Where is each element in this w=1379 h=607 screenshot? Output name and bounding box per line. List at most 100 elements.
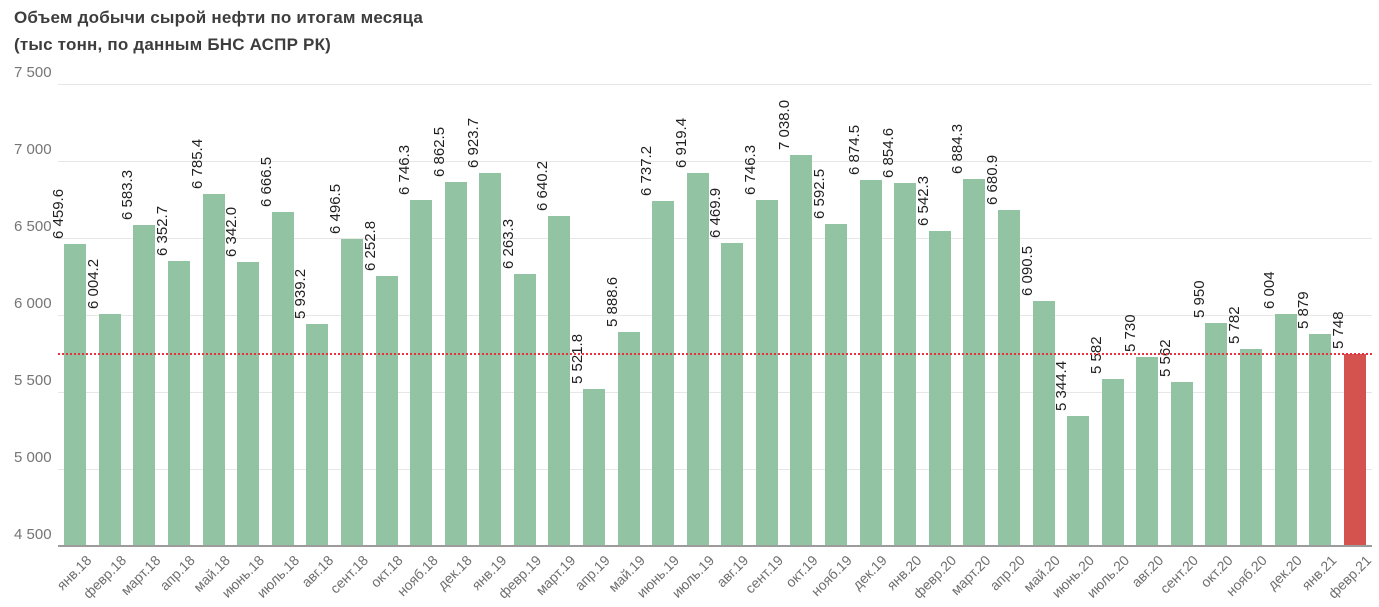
bar-value-label: 5 782 — [1225, 306, 1243, 344]
bar-value-label: 6 785.4 — [188, 139, 206, 190]
x-axis-tick-label: сент.19 — [741, 552, 787, 597]
bar-value-label: 5 730 — [1122, 314, 1140, 352]
bar — [340, 238, 363, 546]
bar-value-label: 6 862.5 — [430, 127, 448, 178]
bar — [306, 324, 329, 546]
bar-value-label: 6 496.5 — [326, 183, 344, 234]
bar — [928, 231, 951, 546]
bar-value-label: 5 888.6 — [603, 277, 621, 328]
bar-value-label: 6 746.3 — [741, 145, 759, 196]
gridline — [58, 469, 1372, 470]
bar-value-label: 6 874.5 — [845, 125, 863, 176]
bar-value-label: 6 737.2 — [638, 146, 656, 197]
bar — [64, 244, 87, 546]
bar — [1343, 353, 1366, 546]
bar — [133, 225, 156, 546]
bar — [755, 200, 778, 546]
bar — [271, 212, 294, 546]
bar — [444, 182, 467, 546]
bar-value-label: 6 923.7 — [465, 117, 483, 168]
bar-value-label: 6 542.3 — [914, 176, 932, 227]
gridline — [58, 161, 1372, 162]
x-axis-line — [58, 545, 1372, 547]
bar-value-label: 6 680.9 — [983, 155, 1001, 206]
bar-value-label: 6 252.8 — [361, 221, 379, 272]
bar-value-label: 5 582 — [1087, 336, 1105, 375]
bar-value-label: 5 950 — [1191, 280, 1209, 318]
bar — [721, 242, 744, 546]
bar — [1205, 322, 1228, 546]
bar-value-label: 5 879 — [1295, 291, 1313, 329]
gridline — [58, 238, 1372, 239]
x-axis-tick-label: апр.20 — [986, 552, 1029, 594]
bar — [237, 262, 260, 546]
reference-line — [58, 352, 1372, 355]
bar-value-label: 6 263.3 — [499, 219, 517, 270]
bar — [202, 194, 225, 546]
bar — [963, 178, 986, 546]
x-axis-tick-label: дек.20 — [1264, 552, 1305, 593]
y-axis-tick-label: 5 500 — [14, 372, 52, 389]
bar — [375, 276, 398, 546]
bar — [617, 332, 640, 546]
bar — [859, 180, 882, 546]
chart-subtitle: (тыс тонн, по данным БНС АСПР РК) — [14, 35, 332, 54]
bar — [1136, 356, 1159, 546]
x-axis-tick-label: сент.18 — [326, 552, 372, 597]
bar — [790, 155, 813, 546]
bar-value-label: 5 521.8 — [568, 333, 586, 384]
bar-value-label: 6 666.5 — [257, 157, 275, 208]
bar-value-label: 6 583.3 — [119, 170, 137, 221]
x-axis-tick-label: апр.19 — [571, 552, 614, 594]
y-axis-tick-label: 4 500 — [14, 526, 52, 543]
gridline — [58, 392, 1372, 393]
bar-value-label: 6 004 — [1260, 271, 1278, 310]
bar — [98, 314, 121, 546]
bar — [168, 260, 191, 546]
bar-value-label: 5 748 — [1329, 311, 1347, 349]
bar — [548, 216, 571, 546]
bar-value-label: 6 342.0 — [223, 207, 241, 258]
bar-value-label: 6 459.6 — [50, 189, 68, 240]
bar — [825, 223, 848, 546]
bar-value-label: 5 344.4 — [1053, 360, 1071, 411]
y-axis-tick-label: 6 500 — [14, 218, 52, 235]
bar-value-label: 6 640.2 — [534, 161, 552, 212]
bar — [1239, 348, 1262, 546]
gridline — [58, 84, 1372, 85]
chart-title: Объем добычи сырой нефти по итогам месяц… — [14, 8, 424, 27]
bar-value-label: 6 746.3 — [396, 145, 414, 196]
x-axis-tick-label: сент.20 — [1156, 552, 1202, 597]
bar — [1274, 314, 1297, 546]
bar-value-label: 6 004.2 — [84, 259, 102, 310]
bar-value-label: 5 939.2 — [292, 269, 310, 320]
bar-value-label: 6 592.5 — [811, 168, 829, 219]
bar-value-label: 6 854.6 — [880, 128, 898, 179]
bar — [513, 274, 536, 546]
bar-value-label: 6 919.4 — [672, 118, 690, 169]
y-axis-tick-label: 7 000 — [14, 141, 52, 158]
y-axis-tick-label: 5 000 — [14, 449, 52, 466]
bar — [1032, 301, 1055, 546]
bar-value-label: 7 038.0 — [776, 100, 794, 151]
x-axis-tick-label: дек.18 — [434, 552, 475, 593]
bar — [1309, 333, 1332, 546]
gridline — [58, 315, 1372, 316]
bar — [582, 388, 605, 546]
bar-value-label: 6 090.5 — [1018, 246, 1036, 297]
bar-value-label: 5 562 — [1156, 339, 1174, 378]
bar — [1170, 382, 1193, 546]
y-axis-tick-label: 7 500 — [14, 64, 52, 81]
bar — [1101, 379, 1124, 546]
bar — [686, 173, 709, 546]
x-axis-tick-label: дек.19 — [849, 552, 890, 593]
bar — [652, 201, 675, 546]
bar-value-label: 6 884.3 — [949, 123, 967, 174]
bar — [894, 183, 917, 546]
bar-value-label: 6 469.9 — [707, 187, 725, 238]
bar — [410, 200, 433, 546]
y-axis-tick-label: 6 000 — [14, 295, 52, 312]
bar — [997, 210, 1020, 546]
bar — [479, 172, 502, 546]
